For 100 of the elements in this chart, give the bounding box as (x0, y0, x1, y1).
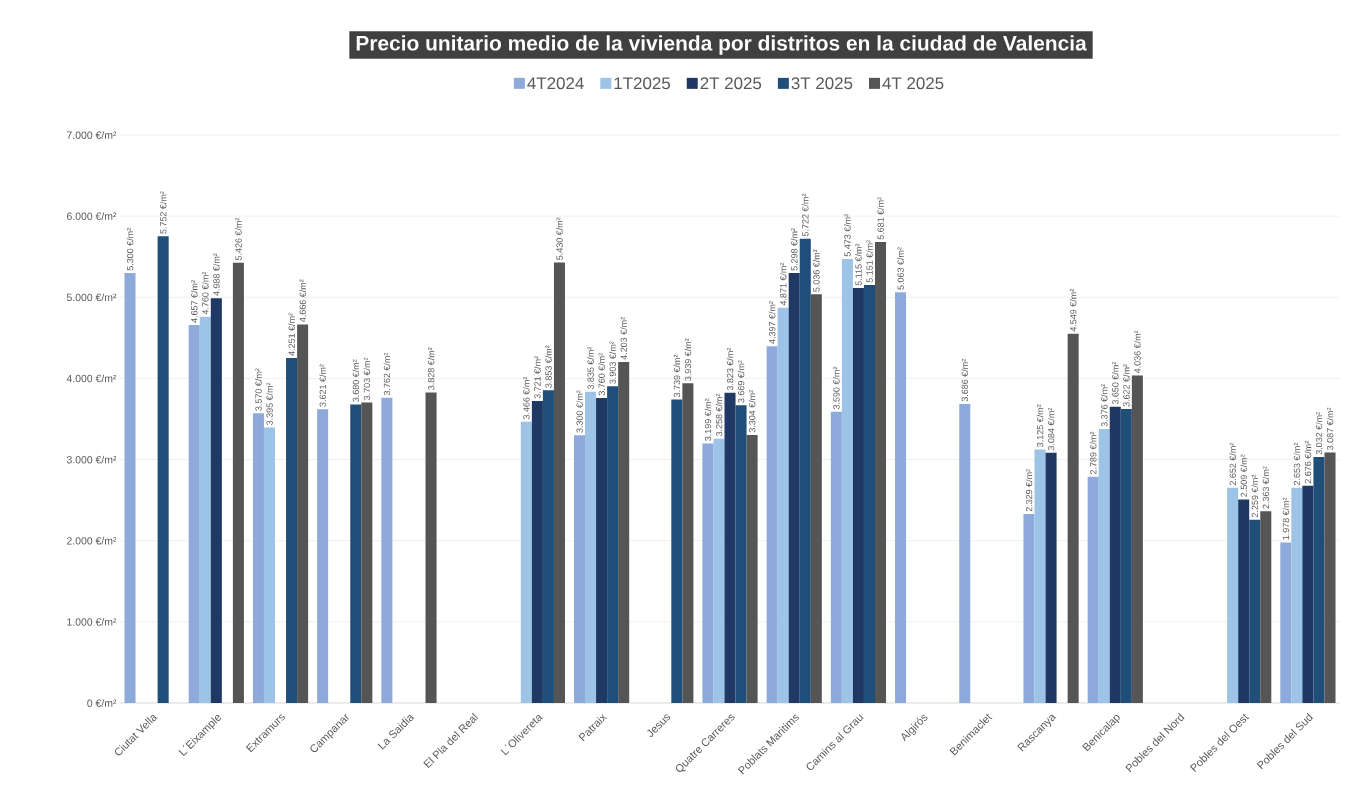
bar (777, 307, 789, 703)
data-label: 5.430 €/m² (556, 217, 563, 260)
bar (682, 383, 694, 703)
bar (841, 258, 853, 703)
data-label: 3.669 €/m² (737, 360, 745, 403)
data-label: 3.760 €/m² (598, 353, 605, 396)
legend-label: 3T 2025 (791, 77, 853, 90)
data-label: 3.762 €/m² (383, 352, 391, 396)
data-label: 3.590 €/m² (833, 366, 840, 410)
data-label: 3.835 €/m² (587, 346, 594, 390)
bar (607, 386, 619, 703)
data-label: 3.466 €/m² (523, 376, 530, 420)
bar (381, 397, 393, 703)
data-label: 3.622 €/m² (1123, 364, 1130, 407)
data-label: 3.199 €/m² (704, 398, 712, 441)
bar (263, 427, 276, 703)
bar (232, 262, 244, 703)
data-label: 1.978 €/m² (1282, 497, 1290, 540)
data-label: 5.473 €/m² (844, 214, 851, 257)
bar (425, 392, 437, 703)
data-label: 5.298 €/m² (790, 228, 798, 271)
bar (317, 409, 329, 703)
bar (959, 403, 971, 703)
legend-label: 4T2024 (527, 77, 584, 90)
data-label: 4.760 €/m² (201, 271, 209, 315)
y-tick-label: 3.000 €/m² (66, 455, 117, 464)
bar (520, 421, 532, 703)
data-label: 2.653 €/m² (1293, 442, 1301, 486)
bar (350, 404, 362, 703)
data-label: 3.084 €/m² (1047, 407, 1055, 451)
bar (252, 413, 264, 703)
bar (1291, 487, 1303, 703)
bar (1087, 476, 1099, 703)
bar (585, 391, 597, 703)
bar (1313, 456, 1325, 703)
bar (724, 392, 736, 703)
data-label: 4.397 €/m² (768, 301, 776, 344)
data-label: 5.151 €/m² (866, 240, 873, 283)
bar (1131, 375, 1143, 703)
data-label: 3.570 €/m² (255, 368, 262, 411)
data-label: 3.621 €/m² (319, 364, 326, 407)
data-label: 3.703 €/m² (363, 357, 371, 400)
data-label: 3.939 €/m² (684, 338, 692, 381)
bar (1098, 429, 1110, 703)
bar (735, 405, 747, 703)
y-tick-label: 6.000 €/m² (67, 212, 117, 220)
data-label: 3.395 €/m² (266, 382, 273, 425)
bar (810, 294, 822, 703)
y-tick-label: 7.000 €/m² (67, 131, 117, 139)
data-label: 5.115 €/m² (855, 243, 862, 286)
data-label: 2.329 €/m² (1025, 469, 1033, 512)
data-label: 3.903 €/m² (609, 341, 616, 384)
data-label: 3.032 €/m² (1315, 412, 1323, 455)
bar (875, 242, 887, 703)
data-label: 2.363 €/m² (1262, 466, 1270, 509)
bar (297, 324, 309, 703)
chart-title: Precio unitario medio de la vivienda por distritos en la ciudad de Valencia (356, 35, 1087, 55)
data-label: 4.988 €/m² (213, 253, 220, 296)
data-label: 3.721 €/m² (534, 356, 541, 399)
bar (124, 272, 136, 703)
bar (188, 325, 200, 703)
bar (1249, 519, 1261, 703)
bar (199, 316, 211, 703)
data-label: 3.258 €/m² (715, 393, 723, 437)
bar (1238, 499, 1250, 703)
bar (671, 399, 683, 703)
bar (895, 292, 907, 703)
bar (1109, 406, 1121, 703)
legend-label: 2T 2025 (700, 77, 762, 90)
data-label: 5.752 €/m² (159, 191, 167, 234)
data-label: 3.376 €/m² (1100, 384, 1108, 427)
bar (766, 346, 778, 703)
bar (1302, 485, 1314, 703)
data-label: 5.426 €/m² (235, 217, 242, 261)
bar (702, 443, 714, 703)
data-label: 5.681 €/m² (877, 197, 884, 240)
data-label: 3.823 €/m² (726, 347, 734, 391)
legend-label: 1T2025 (614, 77, 671, 90)
data-label: 4.666 €/m² (299, 279, 306, 322)
data-label: 3.828 €/m² (427, 347, 435, 390)
data-label: 5.300 €/m² (126, 228, 134, 271)
data-label: 3.300 €/m² (576, 390, 583, 433)
data-label: 3.680 €/m² (352, 359, 360, 402)
bar (573, 435, 586, 703)
data-label: 4.036 €/m² (1134, 330, 1141, 374)
data-label: 4.871 €/m² (779, 262, 787, 306)
bar (210, 298, 222, 703)
data-label: 3.650 €/m² (1111, 361, 1119, 405)
data-label: 3.087 €/m² (1326, 407, 1334, 450)
bar (1120, 409, 1132, 703)
bar (830, 411, 842, 703)
y-tick-label: 1.000 €/m² (67, 618, 117, 626)
bar (863, 285, 875, 703)
bar (1023, 514, 1035, 703)
bar (596, 397, 608, 703)
bar (1034, 449, 1046, 703)
bar (531, 401, 543, 703)
bar (1067, 333, 1079, 703)
bar (713, 438, 725, 703)
data-label: 3.125 €/m² (1036, 404, 1044, 447)
